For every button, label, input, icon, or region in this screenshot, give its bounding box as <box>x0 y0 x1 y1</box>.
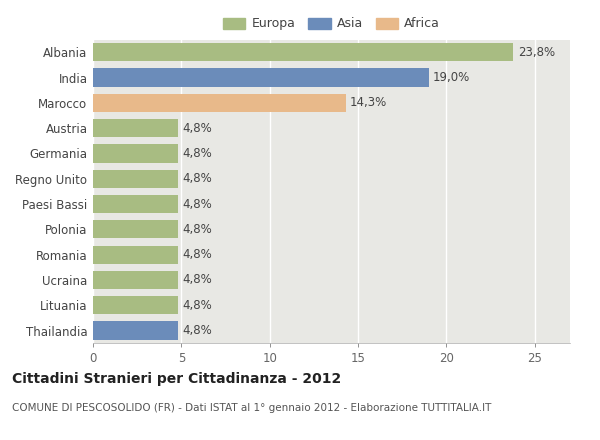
Text: 19,0%: 19,0% <box>433 71 470 84</box>
Bar <box>93 69 428 87</box>
Bar <box>93 246 178 264</box>
Bar <box>93 119 178 137</box>
Bar <box>93 43 514 61</box>
Bar <box>93 144 178 162</box>
Bar <box>93 271 178 289</box>
Text: 23,8%: 23,8% <box>518 46 555 59</box>
Text: 4,8%: 4,8% <box>182 273 212 286</box>
Bar <box>93 322 178 340</box>
Text: COMUNE DI PESCOSOLIDO (FR) - Dati ISTAT al 1° gennaio 2012 - Elaborazione TUTTIT: COMUNE DI PESCOSOLIDO (FR) - Dati ISTAT … <box>12 403 491 413</box>
Legend: Europa, Asia, Africa: Europa, Asia, Africa <box>218 12 445 36</box>
Bar <box>93 220 178 238</box>
Bar <box>93 170 178 188</box>
Text: 4,8%: 4,8% <box>182 121 212 135</box>
Text: 4,8%: 4,8% <box>182 198 212 211</box>
Text: 4,8%: 4,8% <box>182 248 212 261</box>
Text: 4,8%: 4,8% <box>182 324 212 337</box>
Text: 4,8%: 4,8% <box>182 147 212 160</box>
Text: 4,8%: 4,8% <box>182 299 212 312</box>
Text: Cittadini Stranieri per Cittadinanza - 2012: Cittadini Stranieri per Cittadinanza - 2… <box>12 372 341 386</box>
Text: 14,3%: 14,3% <box>350 96 388 110</box>
Bar <box>93 195 178 213</box>
Text: 4,8%: 4,8% <box>182 223 212 236</box>
Text: 4,8%: 4,8% <box>182 172 212 185</box>
Bar <box>93 94 346 112</box>
Bar <box>93 296 178 314</box>
